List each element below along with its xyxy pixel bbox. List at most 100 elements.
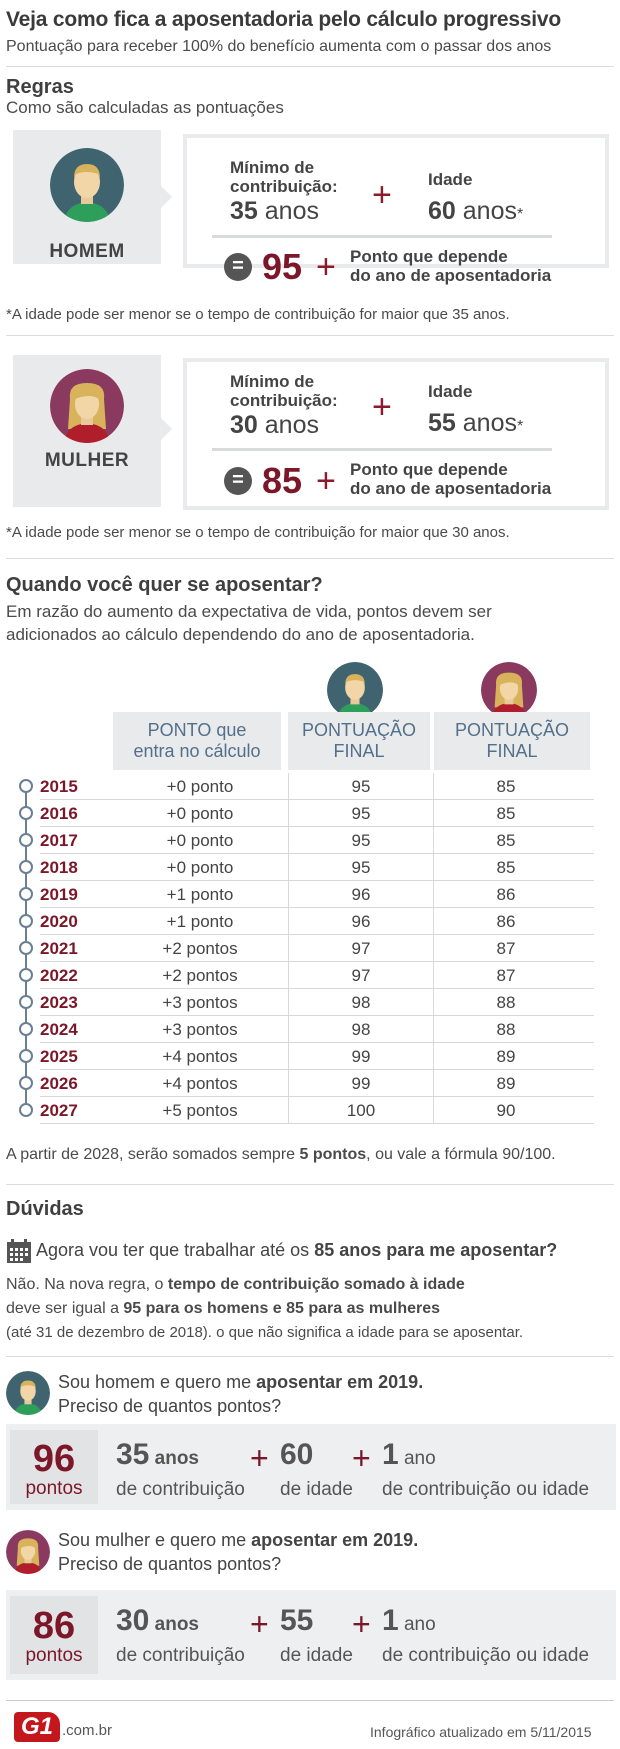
row-year: 2025 <box>40 1047 78 1066</box>
man-calc-contribution: 35 anos <box>116 1438 199 1471</box>
divider <box>6 1356 614 1357</box>
page-title: Veja como fica a aposentadoria pelo cálc… <box>6 8 562 31</box>
row-point: +2 pontos <box>162 966 238 985</box>
row-man-score: 98 <box>288 1016 433 1043</box>
row-point: +0 ponto <box>166 804 234 823</box>
equals-icon: = <box>224 467 252 495</box>
age-label: Idade <box>428 170 473 189</box>
man-age-value: 60 anos* <box>428 197 524 225</box>
age-label: Idade <box>428 382 473 401</box>
row-point: +0 ponto <box>166 858 234 877</box>
row-point: +4 pontos <box>162 1047 238 1066</box>
min-contribution-label: Mínimo de contribuição: <box>230 158 338 196</box>
row-year: 2024 <box>40 1020 78 1039</box>
table-row: 2020 +1 ponto 96 86 <box>40 908 594 935</box>
timeline-dot-icon <box>19 1076 33 1090</box>
row-man-score: 96 <box>288 881 433 908</box>
woman-calc-total-box <box>10 1596 98 1674</box>
row-woman-score: 89 <box>433 1070 578 1097</box>
table-row: 2018 +0 ponto 95 85 <box>40 854 594 881</box>
plus-sign: + <box>372 176 392 214</box>
table-row: 2021 +2 pontos 97 87 <box>40 935 594 962</box>
woman-calc-contribution: 30 anos <box>116 1604 199 1637</box>
woman-calc-box <box>6 1590 616 1680</box>
row-man-score: 99 <box>288 1043 433 1070</box>
man-calc-extra: 1 ano <box>382 1438 436 1471</box>
row-man-score: 100 <box>288 1097 433 1124</box>
row-man-score: 99 <box>288 1070 433 1097</box>
woman-avatar-icon <box>50 369 124 443</box>
table-row: 2022 +2 pontos 97 87 <box>40 962 594 989</box>
row-woman-score: 85 <box>433 854 578 881</box>
card-arrow <box>161 418 172 440</box>
plus-sign: + <box>250 1440 269 1476</box>
rules-subheading: Como são calculadas as pontuações <box>6 98 284 117</box>
row-man-score: 97 <box>288 935 433 962</box>
woman-avatar-icon <box>481 662 537 718</box>
row-year: 2026 <box>40 1074 78 1093</box>
point-depends-label: Ponto que depende do ano de aposentadoria <box>350 460 552 498</box>
timeline-dot-icon <box>19 914 33 928</box>
woman-calc-extra: 1 ano <box>382 1604 436 1637</box>
timeline-dot-icon <box>19 887 33 901</box>
faq-answer-1-line-3: (até 31 de dezembro de 2018). o que não … <box>6 1324 524 1341</box>
row-point: +0 ponto <box>166 777 234 796</box>
row-point: +3 pontos <box>162 993 238 1012</box>
row-year: 2023 <box>40 993 78 1012</box>
woman-label: MULHER <box>44 450 130 471</box>
man-calc-total-label: pontos <box>25 1478 83 1499</box>
man-calc-contribution-label: de contribuição <box>116 1479 245 1500</box>
row-man-score: 98 <box>288 989 433 1016</box>
table-row: 2026 +4 pontos 99 89 <box>40 1070 594 1097</box>
woman-calc-extra-label: de contribuição ou idade <box>382 1645 590 1666</box>
woman-calc-age-label: de idade <box>280 1645 353 1666</box>
row-year: 2016 <box>40 804 78 823</box>
man-note: *A idade pode ser menor se o tempo de co… <box>6 306 510 323</box>
card-arrow <box>161 186 172 208</box>
timeline-dot-icon <box>19 860 33 874</box>
plus-sign: + <box>352 1440 371 1476</box>
row-year: 2020 <box>40 912 78 931</box>
row-woman-score: 88 <box>433 989 578 1016</box>
table-row: 2016 +0 ponto 95 85 <box>40 800 594 827</box>
table-row: 2017 +0 ponto 95 85 <box>40 827 594 854</box>
g1-logo[interactable]: G1 <box>14 1712 60 1742</box>
when-heading: Quando você quer se aposentar? <box>6 574 323 596</box>
woman-avatar-icon <box>6 1530 50 1574</box>
equals-icon: = <box>224 253 252 281</box>
woman-note: *A idade pode ser menor se o tempo de co… <box>6 524 510 541</box>
row-woman-score: 86 <box>433 881 578 908</box>
row-year: 2022 <box>40 966 78 985</box>
timeline-dot-icon <box>19 968 33 982</box>
table-row: 2027 +5 pontos 100 90 <box>40 1097 594 1124</box>
point-depends-label: Ponto que depende do ano de aposentadoria <box>350 247 552 285</box>
row-man-score: 96 <box>288 908 433 935</box>
plus-sign: + <box>372 388 392 426</box>
row-man-score: 95 <box>288 773 433 800</box>
row-woman-score: 90 <box>433 1097 578 1124</box>
row-woman-score: 85 <box>433 827 578 854</box>
after-2028-note: A partir de 2028, serão somados sempre 5… <box>6 1146 556 1163</box>
man-calc-age: 60 <box>280 1438 314 1471</box>
faq-answer-1-line-2: deve ser igual a 95 para os homens e 85 … <box>6 1300 441 1317</box>
man-label: HOMEM <box>49 241 125 262</box>
man-avatar-icon <box>6 1371 50 1415</box>
row-woman-score: 85 <box>433 800 578 827</box>
timeline-dot-icon <box>19 806 33 820</box>
man-avatar-icon <box>50 148 124 222</box>
row-point: +3 pontos <box>162 1020 238 1039</box>
row-point: +2 pontos <box>162 939 238 958</box>
woman-calc-age: 55 <box>280 1604 314 1637</box>
man-calc-extra-label: de contribuição ou idade <box>382 1479 590 1500</box>
faq-question-3: Sou mulher e quero me aposentar em 2019.… <box>58 1530 419 1574</box>
timeline-dot-icon <box>19 995 33 1009</box>
woman-calc-total-label: pontos <box>25 1645 83 1666</box>
row-man-score: 95 <box>288 800 433 827</box>
row-woman-score: 89 <box>433 1043 578 1070</box>
woman-card-right <box>183 358 609 510</box>
man-total: 95 <box>262 246 303 287</box>
man-calc-total: 96 <box>32 1438 76 1480</box>
col-header-point: PONTO que entra no cálculo <box>113 712 281 770</box>
plus-sign: + <box>250 1606 269 1642</box>
row-year: 2021 <box>40 939 78 958</box>
